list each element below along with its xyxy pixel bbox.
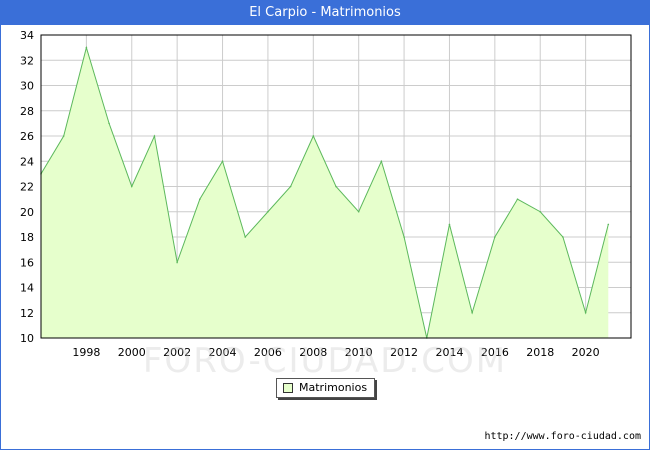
legend: Matrimonios: [276, 378, 375, 398]
data-point: [516, 198, 519, 200]
data-point: [130, 185, 133, 188]
data-point: [584, 311, 587, 314]
y-tick-label: 22: [20, 181, 34, 194]
x-tick-label: 2014: [435, 346, 463, 359]
data-point: [403, 236, 405, 238]
x-tick-label: 2012: [390, 346, 418, 359]
axis-ticks: 10 12 14 16 18 20 22 24 26 28 30 32 34 1998 2000 2002 20…: [20, 29, 600, 359]
x-tick-label: 2020: [572, 346, 600, 359]
data-point: [289, 185, 292, 188]
data-point: [221, 160, 224, 163]
data-point: [267, 210, 269, 213]
data-point: [108, 122, 110, 125]
chart-title: El Carpio - Matrimonios: [1, 1, 649, 25]
data-point: [244, 236, 247, 238]
y-tick-label: 28: [20, 105, 34, 118]
y-tick-label: 10: [20, 332, 34, 345]
x-tick-label: 2002: [163, 346, 191, 359]
y-tick-label: 32: [20, 54, 34, 67]
y-tick-label: 18: [20, 231, 34, 244]
plot-border: [40, 34, 632, 339]
series-line: [40, 45, 609, 339]
x-tick-label: 2010: [345, 346, 373, 359]
data-point: [153, 135, 156, 137]
data-point: [335, 185, 337, 188]
x-tick-label: 2000: [118, 346, 146, 359]
y-tick-label: 12: [20, 307, 34, 320]
data-point: [199, 198, 201, 200]
data-point: [176, 261, 178, 264]
y-tick-label: 26: [20, 130, 34, 143]
legend-swatch-icon: [283, 383, 293, 393]
data-point: [471, 311, 473, 314]
data-point: [380, 160, 383, 163]
y-tick-label: 34: [20, 29, 34, 42]
legend-label: Matrimonios: [299, 381, 368, 394]
area-fill: [41, 47, 609, 338]
y-tick-label: 24: [20, 155, 34, 168]
x-tick-label: 1998: [72, 346, 100, 359]
x-tick-label: 2006: [254, 346, 282, 359]
y-tick-label: 20: [20, 206, 34, 219]
y-tick-label: 16: [20, 256, 34, 269]
data-point: [494, 236, 496, 238]
x-tick-label: 2004: [209, 346, 237, 359]
x-tick-label: 2016: [481, 346, 509, 359]
data-point: [312, 135, 315, 137]
data-point: [562, 236, 564, 238]
data-point: [62, 135, 65, 137]
y-tick-label: 30: [20, 80, 34, 93]
data-point: [357, 210, 360, 213]
data-point: [85, 46, 88, 49]
area-chart: 10 12 14 16 18 20 22 24 26 28 30 32 34 1998 2000 2002 20…: [20, 29, 632, 359]
data-point: [607, 223, 610, 226]
area-series: [40, 45, 610, 339]
x-tick-label: 2008: [299, 346, 327, 359]
data-point: [539, 210, 542, 213]
x-tick-label: 2018: [526, 346, 554, 359]
data-point: [448, 223, 451, 226]
y-tick-label: 14: [20, 282, 34, 295]
source-link[interactable]: http://www.foro-ciudad.com: [484, 431, 641, 442]
